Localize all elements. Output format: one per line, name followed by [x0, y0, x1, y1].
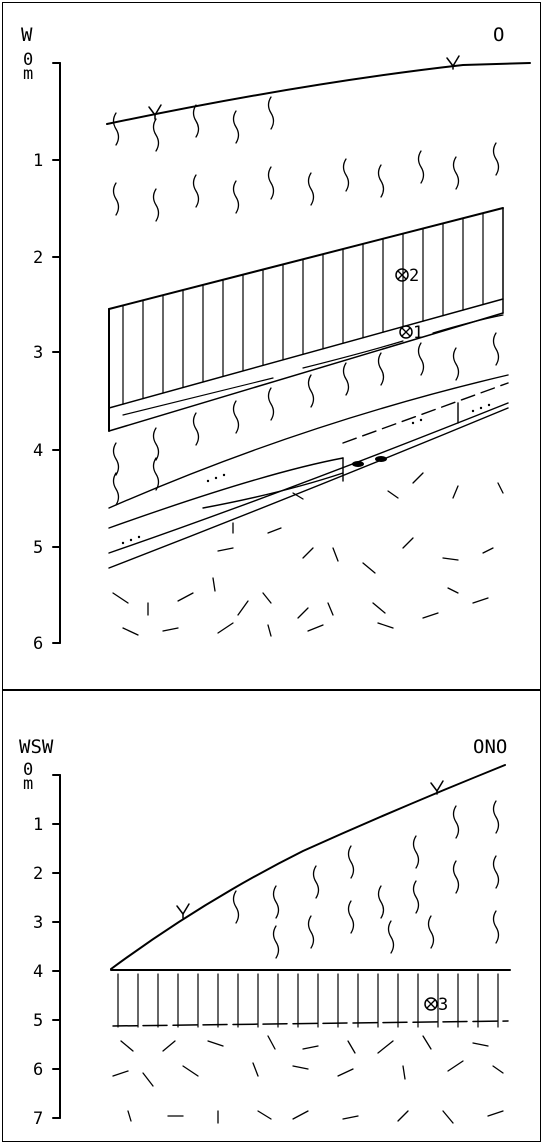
- sample-marker: 2: [395, 266, 419, 286]
- sample-label: 1: [413, 323, 423, 343]
- depth-tick-label: 4: [33, 441, 43, 461]
- sample-marker: 3: [424, 995, 448, 1015]
- circle-cross-icon: [424, 997, 438, 1011]
- profile-top-diagram: W O 0 m 1 2 3 4 5 6: [21, 24, 531, 654]
- depth-tick-label: 1: [33, 815, 43, 835]
- bedrock-pattern: [112, 1035, 504, 1124]
- direction-left-label: WSW: [19, 736, 54, 758]
- circle-cross-icon: [395, 268, 409, 282]
- depth-tick-label: 3: [33, 343, 43, 363]
- sand-interbed-band: [108, 374, 509, 569]
- bedrock-pattern: [112, 472, 504, 637]
- direction-left-label: W: [21, 24, 33, 46]
- sample-label: 2: [409, 266, 419, 286]
- depth-tick-label: 3: [33, 913, 43, 933]
- ground-surface-line: [110, 764, 506, 970]
- direction-right-label: O: [493, 24, 504, 46]
- sample-marker: 1: [399, 323, 423, 343]
- silt-layer-pattern: [112, 96, 500, 506]
- depth-tick-label: 5: [33, 1011, 43, 1031]
- silt-layer-pattern: [232, 800, 500, 959]
- depth-axis: 1 2 3 4 5 6: [33, 62, 61, 654]
- grass-tuft-icon: [176, 780, 444, 919]
- circle-cross-icon: [399, 325, 413, 339]
- depth-tick-label: 6: [33, 634, 43, 654]
- depth-tick-label: 2: [33, 864, 43, 884]
- depth-tick-label: 7: [33, 1109, 43, 1129]
- profile-bottom-diagram: WSW ONO 0 m 1 2 3 4 5 6 7: [19, 736, 511, 1129]
- depth-tick-label: 1: [33, 151, 43, 171]
- depth-zero-label: 0: [23, 760, 33, 780]
- depth-tick-label: 4: [33, 962, 43, 982]
- depth-unit-label: m: [23, 774, 33, 794]
- depth-tick-label: 5: [33, 538, 43, 558]
- profile-top-panel: W O 0 m 1 2 3 4 5 6: [2, 2, 541, 690]
- direction-right-label: ONO: [473, 736, 507, 758]
- paleosol-horizon: [110, 969, 511, 1028]
- ground-surface-line: [106, 62, 531, 125]
- depth-unit-label: m: [23, 64, 33, 84]
- grass-tuft-icon: [148, 55, 460, 120]
- depth-zero-label: 0: [23, 50, 33, 70]
- profile-bottom-panel: WSW ONO 0 m 1 2 3 4 5 6 7: [2, 690, 541, 1142]
- paleosol-horizon: [108, 207, 504, 432]
- depth-axis: 1 2 3 4 5 6 7: [33, 774, 61, 1129]
- sample-label: 3: [438, 995, 448, 1015]
- depth-tick-label: 6: [33, 1060, 43, 1080]
- depth-tick-label: 2: [33, 248, 43, 268]
